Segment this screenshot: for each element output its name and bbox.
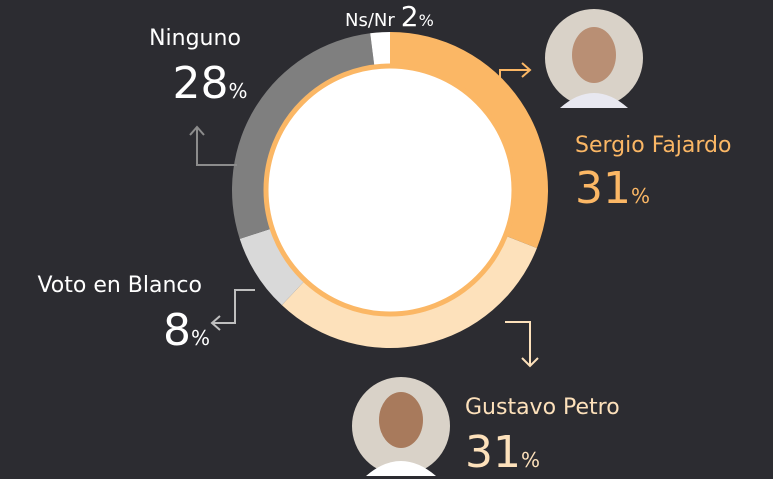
value-label: 28 <box>172 58 228 109</box>
category-label: Sergio Fajardo <box>575 133 731 158</box>
unit-label: % <box>228 79 247 103</box>
value-label: 31 <box>465 427 521 478</box>
photo <box>351 376 451 476</box>
value-label: 31 <box>575 163 631 214</box>
unit-label: % <box>631 184 650 208</box>
unit-label: % <box>419 11 434 30</box>
unit-label: % <box>521 448 540 472</box>
category-label: Gustavo Petro <box>465 395 620 420</box>
category-label: Ns/Nr <box>345 10 395 31</box>
value-label: 8 <box>163 305 191 356</box>
chart: Sergio Fajardo 31% Gustavo Petro 31% Voto en… <box>0 0 773 479</box>
category-label: Voto en Blanco <box>37 273 202 298</box>
donut-center <box>266 66 514 314</box>
category-label: Ninguno <box>149 26 241 51</box>
unit-label: % <box>191 326 210 350</box>
value-label: 2 <box>401 0 419 33</box>
photo <box>544 8 644 108</box>
